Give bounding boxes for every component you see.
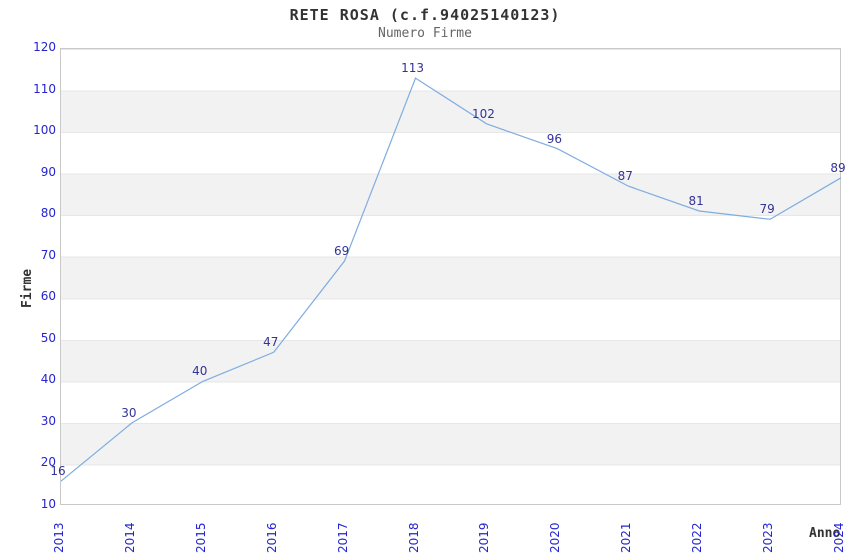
y-tick-label: 80 xyxy=(40,206,56,221)
y-tick-label: 10 xyxy=(40,497,56,511)
x-tick-label: 2016 xyxy=(264,522,279,553)
x-tick-label: 2015 xyxy=(193,522,208,553)
y-tick-label: 40 xyxy=(40,372,56,387)
data-label: 113 xyxy=(401,61,424,76)
x-tick-label: 2013 xyxy=(52,522,66,553)
x-tick-label: 2020 xyxy=(548,522,563,553)
line-series xyxy=(61,77,842,482)
plot-area xyxy=(60,48,842,505)
chart-title: RETE ROSA (c.f.94025140123) xyxy=(289,6,561,24)
y-tick-label: 120 xyxy=(33,40,56,54)
y-tick-label: 60 xyxy=(40,289,56,304)
data-label: 96 xyxy=(546,131,562,146)
data-label: 102 xyxy=(472,106,495,121)
y-tick-label: 30 xyxy=(40,413,56,428)
data-label: 47 xyxy=(263,335,279,350)
x-tick-label: 2022 xyxy=(690,522,705,553)
y-tick-label: 20 xyxy=(40,455,56,470)
x-tick-label: 2019 xyxy=(477,522,492,553)
x-tick-label: 2024 xyxy=(832,522,846,553)
data-label: 87 xyxy=(617,169,633,184)
chart-subtitle: Numero Firme xyxy=(378,26,472,41)
data-label: 30 xyxy=(121,405,137,420)
data-label: 81 xyxy=(688,194,704,209)
data-label: 16 xyxy=(50,464,66,479)
data-label: 79 xyxy=(759,202,775,217)
y-tick-label: 70 xyxy=(40,247,56,262)
y-tick-label: 110 xyxy=(33,81,56,96)
x-tick-label: 2017 xyxy=(335,522,350,553)
y-tick-label: 90 xyxy=(40,164,56,179)
data-label: 89 xyxy=(830,160,846,175)
x-tick-label: 2021 xyxy=(619,522,634,553)
x-tick-label: 2023 xyxy=(761,522,776,553)
data-label: 40 xyxy=(192,364,208,379)
y-tick-label: 100 xyxy=(33,123,56,138)
x-tick-label: 2014 xyxy=(122,522,137,553)
x-tick-label: 2018 xyxy=(406,522,421,553)
y-tick-label: 50 xyxy=(40,330,56,345)
x-axis-label: Anno xyxy=(809,526,841,541)
data-label: 69 xyxy=(333,243,350,258)
